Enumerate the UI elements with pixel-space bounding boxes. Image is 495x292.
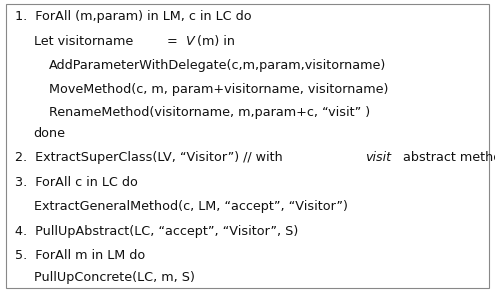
Text: 4.  PullUpAbstract(LC, “accept”, “Visitor”, S): 4. PullUpAbstract(LC, “accept”, “Visitor… xyxy=(15,225,298,238)
Text: PullUpConcrete(LC, m, S): PullUpConcrete(LC, m, S) xyxy=(34,271,195,284)
Text: 3.  ForAll c in LC do: 3. ForAll c in LC do xyxy=(15,176,138,189)
Text: 2.  ExtractSuperClass(LV, “Visitor”) // with: 2. ExtractSuperClass(LV, “Visitor”) // w… xyxy=(15,151,287,164)
Text: ExtractGeneralMethod(c, LM, “accept”, “Visitor”): ExtractGeneralMethod(c, LM, “accept”, “V… xyxy=(34,200,347,213)
Text: Let visitorname: Let visitorname xyxy=(34,35,137,48)
Text: visit: visit xyxy=(365,151,392,164)
Text: abstract methods: abstract methods xyxy=(399,151,495,164)
Text: AddParameterWithDelegate(c,m,param,visitorname): AddParameterWithDelegate(c,m,param,visit… xyxy=(49,60,386,72)
Text: 5.  ForAll m in LM do: 5. ForAll m in LM do xyxy=(15,249,145,262)
Text: RenameMethod(visitorname, m,param+c, “visit” ): RenameMethod(visitorname, m,param+c, “vi… xyxy=(49,106,370,119)
FancyBboxPatch shape xyxy=(6,4,489,288)
Text: done: done xyxy=(34,127,66,140)
Text: =: = xyxy=(167,35,182,48)
Text: MoveMethod(c, m, param+visitorname, visitorname): MoveMethod(c, m, param+visitorname, visi… xyxy=(49,83,388,96)
Text: (m) in: (m) in xyxy=(197,35,235,48)
Text: 1.  ForAll (m,param) in LM, c in LC do: 1. ForAll (m,param) in LM, c in LC do xyxy=(15,11,251,23)
Text: V: V xyxy=(186,35,195,48)
